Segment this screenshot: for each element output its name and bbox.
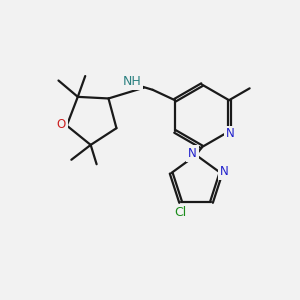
Text: NH: NH	[123, 75, 142, 88]
Text: Cl: Cl	[175, 206, 187, 219]
Text: N: N	[226, 127, 235, 140]
Text: N: N	[220, 165, 229, 178]
Text: O: O	[57, 118, 66, 130]
Text: N: N	[188, 147, 197, 160]
